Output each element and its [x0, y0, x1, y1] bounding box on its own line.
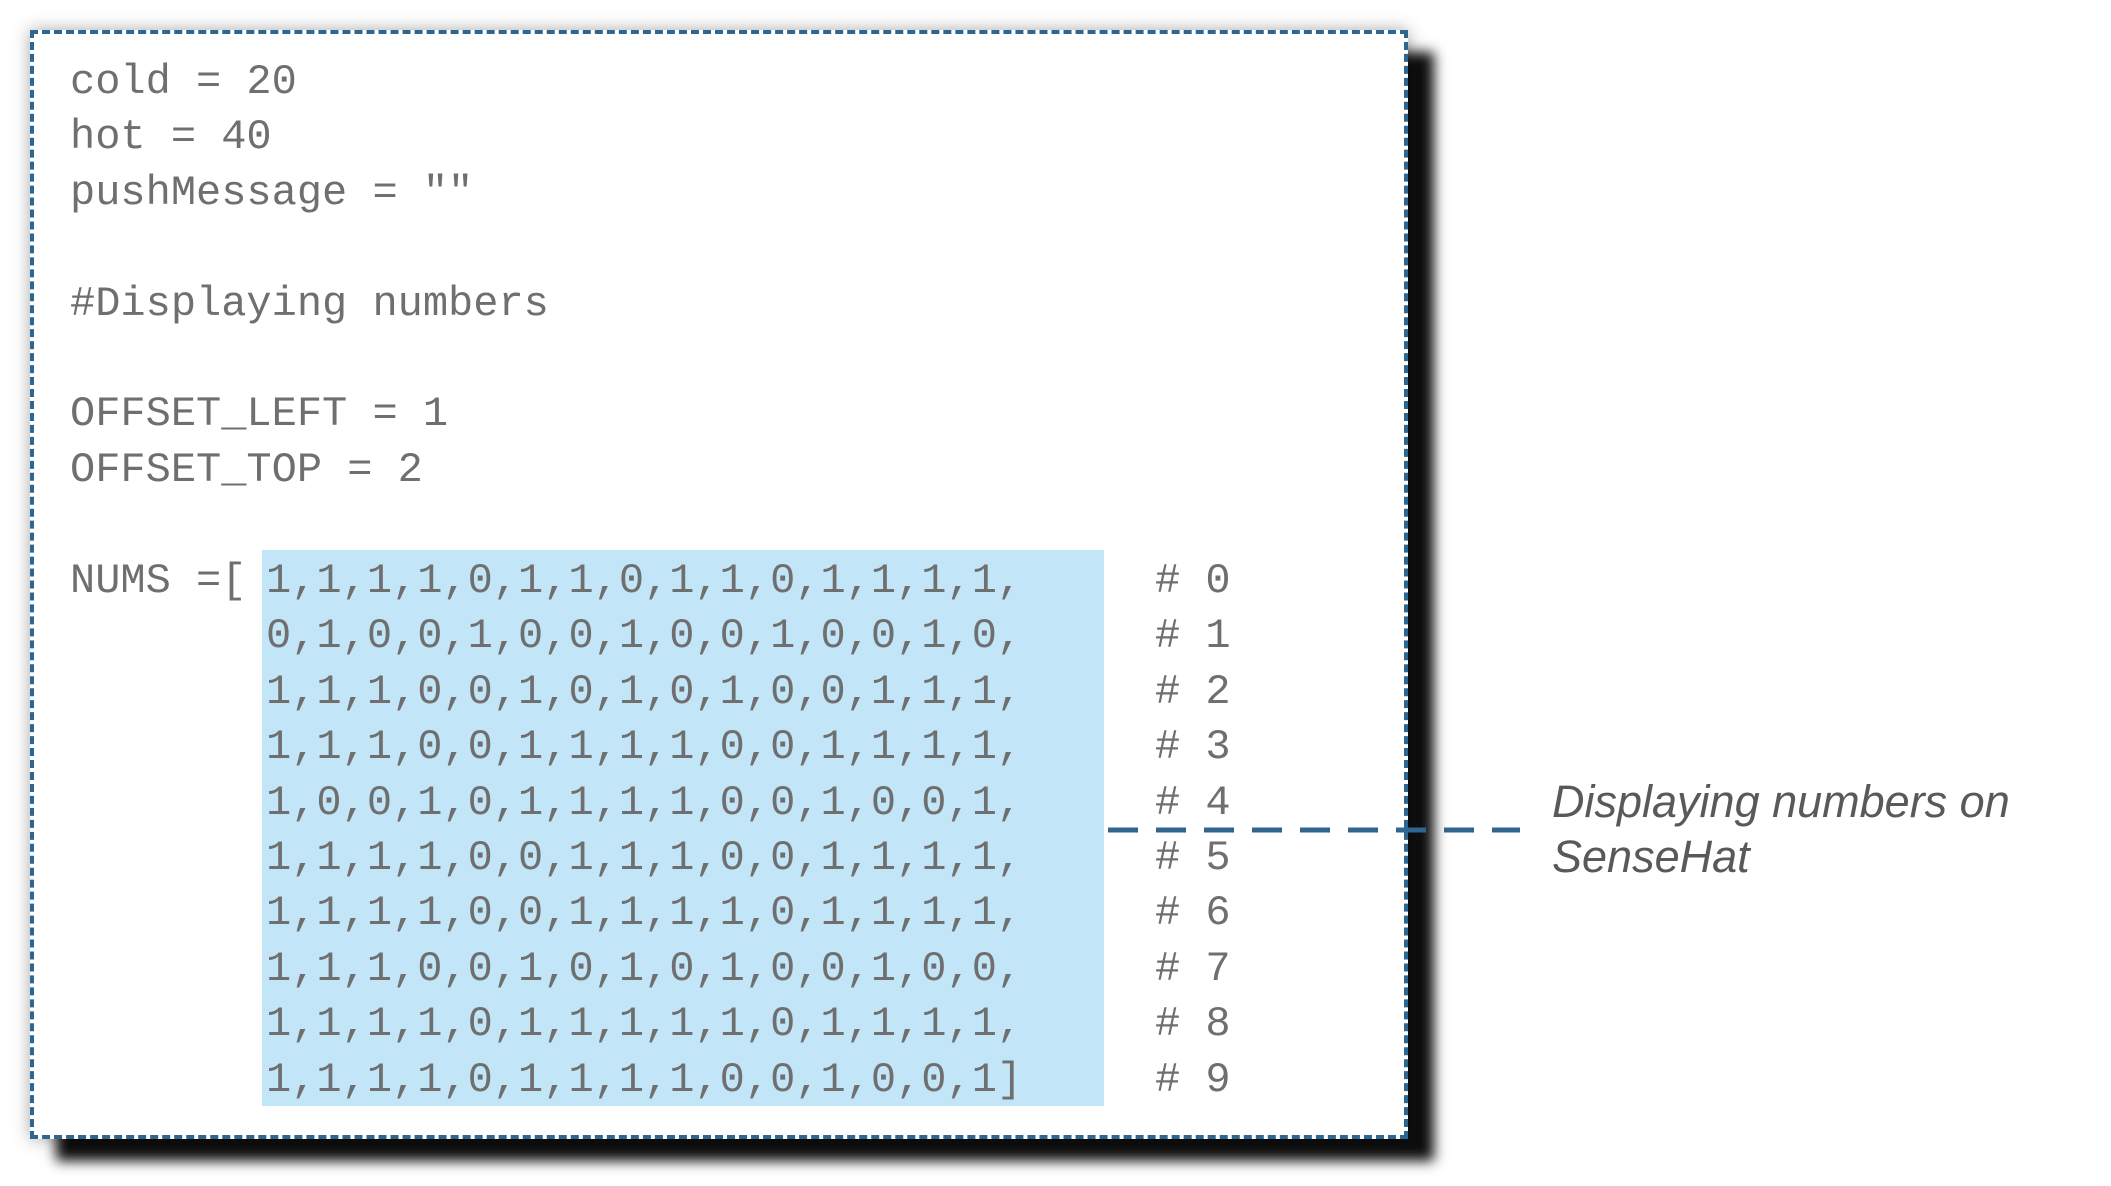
- nums-row-0: 1,1,1,1,0,1,1,0,1,1,0,1,1,1,1,: [266, 557, 1023, 605]
- nums-comment-3: # 3: [1155, 723, 1231, 772]
- nums-row-6: 1,1,1,1,0,0,1,1,1,1,0,1,1,1,1,: [266, 889, 1023, 938]
- nums-comment-2: # 2: [1155, 667, 1231, 716]
- nums-row-4: 1,0,0,1,0,1,1,1,1,0,0,1,0,0,1,: [266, 778, 1023, 827]
- code-line-blank: [70, 498, 549, 553]
- code-line-comment: #Displaying numbers: [70, 279, 549, 328]
- nums-row-2: 1,1,1,0,0,1,0,1,0,1,0,0,1,1,1,: [266, 667, 1023, 716]
- nums-comment-8: # 8: [1155, 1000, 1231, 1049]
- nums-highlight: [262, 550, 1104, 1106]
- nums-row-3: 1,1,1,0,0,1,1,1,1,0,0,1,1,1,1,: [266, 723, 1023, 772]
- nums-prefix: NUMS =[: [70, 557, 247, 605]
- code-line-blank: [70, 332, 549, 387]
- nums-array: 1,1,1,1,0,1,1,0,1,1,0,1,1,1,1, 0,1,0,0,1…: [266, 554, 1022, 1108]
- nums-row-8: 1,1,1,1,0,1,1,1,1,1,0,1,1,1,1,: [266, 1000, 1023, 1049]
- nums-comment-9: # 9: [1155, 1055, 1231, 1104]
- callout-label: Displaying numbers on SenseHat: [1552, 776, 2010, 882]
- nums-row-7: 1,1,1,0,0,1,0,1,0,1,0,0,1,0,0,: [266, 944, 1023, 993]
- nums-comment-6: # 6: [1155, 889, 1231, 938]
- nums-comment-7: # 7: [1155, 944, 1231, 993]
- code-line-hot: hot = 40: [70, 113, 272, 162]
- code-line-offset-top: OFFSET_TOP = 2: [70, 445, 423, 494]
- nums-comment-0: # 0: [1155, 557, 1231, 605]
- nums-comments: # 0 # 1 # 2 # 3 # 4 # 5 # 6 # 7 # 8 # 9: [1155, 554, 1231, 1108]
- nums-comment-1: # 1: [1155, 612, 1231, 661]
- nums-row-5: 1,1,1,1,0,0,1,1,1,0,0,1,1,1,1,: [266, 833, 1023, 882]
- code-line-blank: [70, 221, 549, 276]
- code-block: cold = 20 hot = 40 pushMessage = "" #Dis…: [70, 55, 549, 554]
- code-line-offset-left: OFFSET_LEFT = 1: [70, 390, 449, 439]
- nums-comment-5: # 5: [1155, 833, 1231, 882]
- code-line-cold: cold = 20: [70, 58, 297, 106]
- nums-comment-4: # 4: [1155, 778, 1231, 827]
- nums-row-1: 0,1,0,0,1,0,0,1,0,0,1,0,0,1,0,: [266, 612, 1023, 661]
- nums-row-9: 1,1,1,1,0,1,1,1,1,0,0,1,0,0,1]: [266, 1055, 1023, 1104]
- code-line-push-message: pushMessage = "": [70, 168, 474, 217]
